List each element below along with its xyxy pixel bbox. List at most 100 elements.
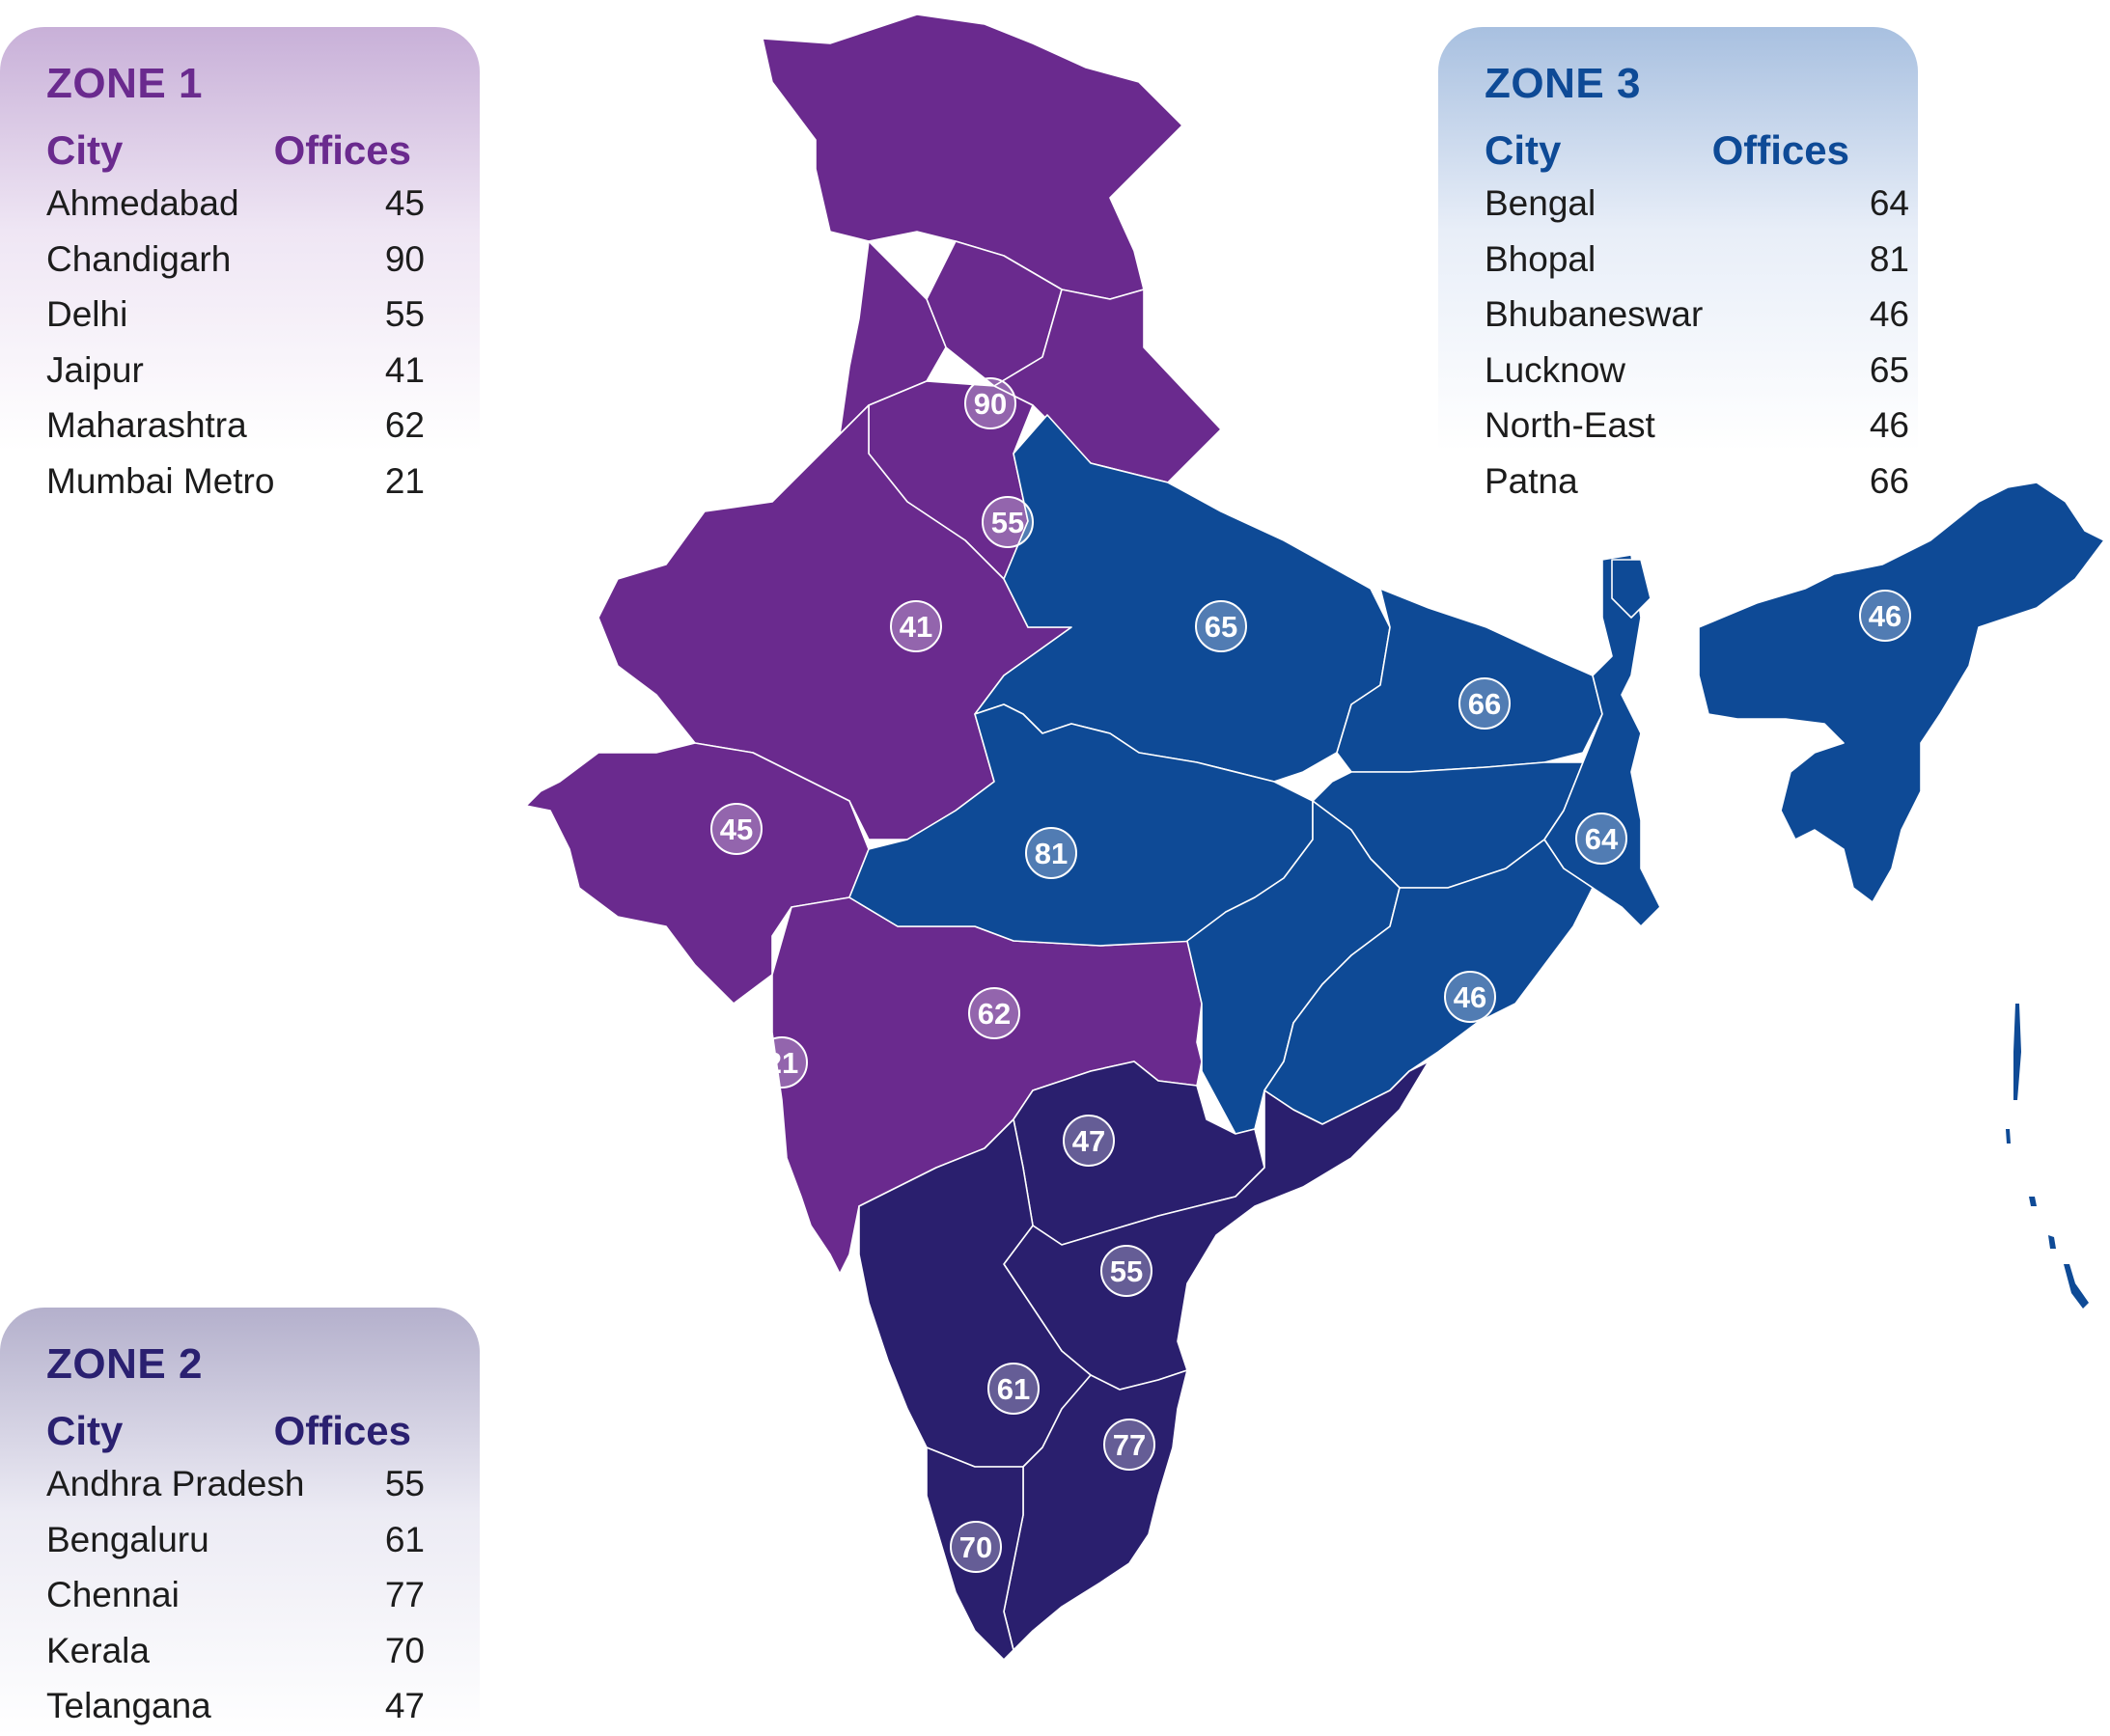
list-item: Bhubaneswar 46 bbox=[1485, 287, 1909, 343]
badge-label: 81 bbox=[1035, 837, 1068, 870]
list-item: Delhi 55 bbox=[46, 287, 425, 343]
office-count: 64 bbox=[1869, 183, 1909, 223]
zone-1-card: ZONE 1 City Offices Ahmedabad 45 Chandiga… bbox=[0, 27, 480, 501]
badge-label: 55 bbox=[991, 506, 1024, 539]
badge-label: 90 bbox=[974, 387, 1007, 421]
region-west-bengal bbox=[1543, 554, 1661, 927]
list-item: Telangana 47 bbox=[46, 1678, 425, 1734]
badge-circle bbox=[1859, 590, 1911, 642]
office-count-badge: 64 bbox=[1575, 813, 1627, 865]
region-gujarat bbox=[525, 742, 870, 1005]
badge-label: 62 bbox=[978, 997, 1011, 1031]
city-name: Telangana bbox=[46, 1686, 211, 1725]
column-header-offices: Offices bbox=[1711, 127, 1849, 173]
city-name: Mumbai Metro bbox=[46, 460, 275, 501]
list-item: Jaipur 41 bbox=[46, 343, 425, 399]
office-count-badge: 46 bbox=[1859, 590, 1911, 642]
region-rajasthan bbox=[597, 404, 1072, 840]
column-header-city: City bbox=[1485, 127, 1562, 173]
badge-circle bbox=[1025, 827, 1077, 879]
office-count: 61 bbox=[384, 1519, 425, 1559]
badge-circle bbox=[1458, 677, 1511, 730]
city-name: Chennai bbox=[46, 1575, 180, 1614]
badge-label: 66 bbox=[1468, 687, 1501, 721]
column-header-city: City bbox=[46, 127, 124, 173]
office-count: 55 bbox=[384, 1464, 425, 1503]
office-count-badge: 46 bbox=[1444, 971, 1496, 1023]
office-count: 45 bbox=[384, 183, 425, 223]
office-count: 90 bbox=[384, 238, 425, 279]
badge-label: 41 bbox=[900, 610, 932, 644]
column-header-offices: Offices bbox=[273, 127, 411, 173]
city-name: Lucknow bbox=[1485, 349, 1626, 390]
office-count: 65 bbox=[1869, 349, 1909, 390]
badge-label: 46 bbox=[1454, 980, 1486, 1014]
badge-circle bbox=[1575, 813, 1627, 865]
zone-title: ZONE 3 bbox=[1485, 60, 1641, 107]
column-headers: City Offices bbox=[46, 1408, 411, 1454]
list-item: Maharashtra 62 bbox=[46, 398, 425, 454]
office-count-badge: 77 bbox=[1103, 1419, 1155, 1471]
city-name: Jaipur bbox=[46, 349, 144, 390]
badge-label: 21 bbox=[765, 1046, 798, 1080]
city-name: Delhi bbox=[46, 294, 128, 334]
badge-circle bbox=[756, 1036, 808, 1088]
badge-label: 64 bbox=[1585, 822, 1619, 856]
region-madhya-pradesh bbox=[848, 703, 1314, 947]
badge-circle bbox=[987, 1363, 1040, 1415]
list-item: Andhra Pradesh 55 bbox=[46, 1456, 425, 1512]
list-item: Mumbai Metro 21 bbox=[46, 454, 425, 510]
badge-circle bbox=[964, 377, 1016, 429]
badge-label: 47 bbox=[1072, 1124, 1105, 1158]
list-item: Chandigarh 90 bbox=[46, 232, 425, 288]
list-item: Bengal 64 bbox=[1485, 176, 1909, 232]
zone-title: ZONE 2 bbox=[46, 1340, 203, 1388]
office-count: 77 bbox=[384, 1575, 425, 1614]
office-count: 81 bbox=[1869, 238, 1909, 279]
zone-2-card: ZONE 2 City Offices Andhra Pradesh 55 Ben… bbox=[0, 1308, 480, 1736]
zone-3-card: ZONE 3 City Offices Bengal 64 Bhopal 81 Bh… bbox=[1438, 27, 1918, 501]
city-name: Bengaluru bbox=[46, 1519, 209, 1559]
badge-circle bbox=[1063, 1115, 1115, 1167]
badge-label: 46 bbox=[1869, 599, 1902, 633]
region-sikkim bbox=[1611, 559, 1652, 619]
badge-circle bbox=[890, 600, 942, 652]
office-count: 41 bbox=[384, 349, 425, 390]
list-item: Ahmedabad 45 bbox=[46, 176, 425, 232]
city-name: Kerala bbox=[46, 1630, 150, 1670]
column-header-offices: Offices bbox=[273, 1408, 411, 1453]
city-name: Bengal bbox=[1485, 183, 1596, 223]
office-count-badge: 55 bbox=[1100, 1245, 1152, 1297]
list-item: Kerala 70 bbox=[46, 1623, 425, 1679]
city-name: Maharashtra bbox=[46, 405, 247, 445]
badge-label: 61 bbox=[997, 1372, 1030, 1406]
region-karnataka bbox=[858, 1118, 1092, 1468]
badge-label: 65 bbox=[1205, 610, 1237, 644]
badge-label: 55 bbox=[1110, 1254, 1143, 1288]
office-count: 46 bbox=[1869, 405, 1909, 445]
office-count: 47 bbox=[384, 1686, 425, 1725]
badge-circle bbox=[982, 496, 1034, 548]
badge-label: 70 bbox=[959, 1530, 992, 1564]
list-item: Bhopal 81 bbox=[1485, 232, 1909, 288]
city-name: Patna bbox=[1485, 460, 1578, 501]
column-headers: City Offices bbox=[1485, 127, 1849, 174]
office-count-badge: 90 bbox=[964, 377, 1016, 429]
office-count-badge: 61 bbox=[987, 1363, 1040, 1415]
office-count-badge: 45 bbox=[710, 803, 763, 855]
column-headers: City Offices bbox=[46, 127, 411, 174]
office-count-badge: 70 bbox=[950, 1521, 1002, 1573]
badge-circle bbox=[1100, 1245, 1152, 1297]
region-uttar-pradesh bbox=[974, 414, 1391, 783]
badge-circle bbox=[710, 803, 763, 855]
list-item: Bengaluru 61 bbox=[46, 1512, 425, 1568]
badge-circle bbox=[1103, 1419, 1155, 1471]
office-count-badge: 21 bbox=[756, 1036, 808, 1088]
zone-title: ZONE 1 bbox=[46, 60, 203, 107]
city-name: Bhubaneswar bbox=[1485, 294, 1704, 334]
andaman-islands bbox=[2006, 1004, 2089, 1309]
city-name: North-East bbox=[1485, 405, 1655, 445]
city-name: Andhra Pradesh bbox=[46, 1464, 305, 1503]
badge-circle bbox=[968, 987, 1020, 1039]
